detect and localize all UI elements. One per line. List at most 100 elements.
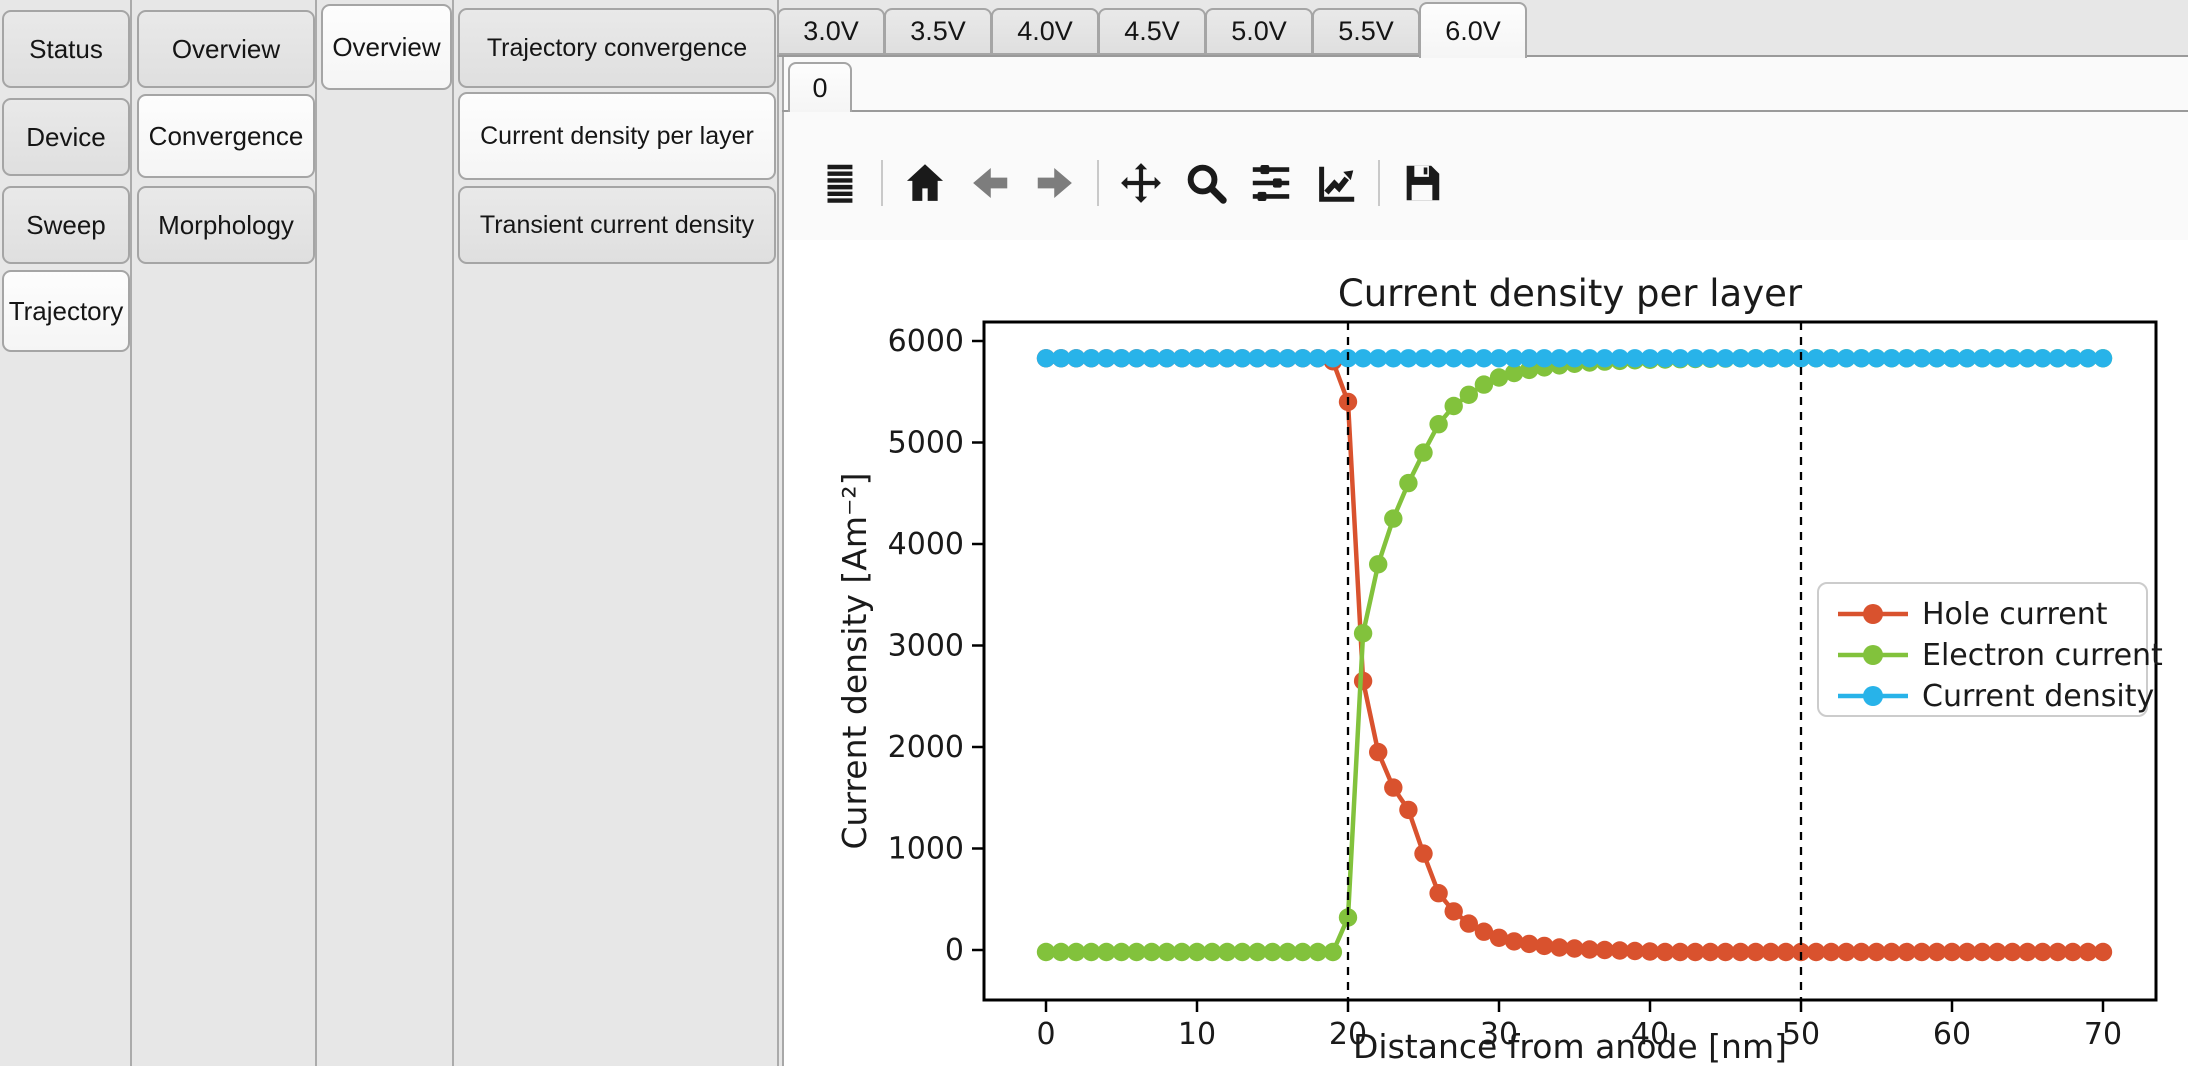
- nav-tab-device[interactable]: Device: [2, 98, 130, 176]
- toolbar-pan-button[interactable]: [1118, 160, 1164, 206]
- current-density-marker: [1837, 349, 1856, 368]
- current-density-marker: [1384, 349, 1403, 368]
- current-density-marker: [1716, 349, 1735, 368]
- zoom-icon: [1187, 164, 1227, 204]
- y-tick-label: 1000: [888, 832, 964, 867]
- hole-current-marker: [1973, 942, 1992, 962]
- voltage-tab-4-0v[interactable]: 4.0V: [991, 8, 1099, 55]
- nav-tab-trajectory[interactable]: Trajectory: [2, 270, 130, 352]
- nav-tab-sweep[interactable]: Sweep: [2, 186, 130, 264]
- hole-current-marker: [1474, 922, 1494, 941]
- current-density-marker: [1459, 349, 1478, 368]
- hole-current-marker: [1837, 942, 1856, 962]
- hole-current-marker: [1369, 742, 1388, 762]
- hole-current-marker: [2078, 942, 2098, 962]
- current-density-marker: [2063, 349, 2082, 368]
- electron-current-marker: [1353, 624, 1373, 643]
- current-density-marker: [1429, 349, 1448, 368]
- hole-current-marker: [1580, 940, 1599, 959]
- electron-current-marker: [1097, 942, 1116, 962]
- voltage-tab-6-0v[interactable]: 6.0V: [1419, 2, 1527, 58]
- current-density-marker: [1746, 349, 1765, 368]
- electron-current-marker: [1263, 942, 1282, 962]
- hole-current-marker: [1822, 942, 1841, 962]
- toolbar-save-button[interactable]: [1399, 160, 1445, 206]
- current-density-marker: [1867, 349, 1886, 368]
- hole-current-marker: [1414, 844, 1433, 863]
- toolbar-forward-button[interactable]: [1032, 160, 1078, 206]
- electron-current-marker: [1202, 942, 1222, 962]
- current-density-marker: [1927, 349, 1947, 368]
- current-density-marker: [1067, 349, 1086, 368]
- current-density-marker: [1036, 349, 1056, 368]
- nav-tab-convergence[interactable]: Convergence: [137, 94, 315, 178]
- legend-item-hole-current: Hole current: [1838, 597, 2108, 632]
- current-density-marker: [1504, 349, 1524, 368]
- hole-current-marker: [2093, 942, 2113, 962]
- hole-current-marker: [1535, 936, 1554, 956]
- voltage-tab-4-5v[interactable]: 4.5V: [1098, 8, 1206, 55]
- figure-canvas[interactable]: 0 10 20 30 40 50 60 70 0 1000 2000 3000 4000 5000 6000…: [782, 240, 2188, 1066]
- electron-current-marker: [1504, 363, 1524, 383]
- nav-tab-overview[interactable]: Overview: [321, 4, 452, 90]
- electron-current-marker: [1474, 375, 1494, 394]
- toolbar-back-button[interactable]: [967, 160, 1013, 206]
- pan-icon: [1121, 163, 1161, 203]
- current-density-marker: [1323, 349, 1343, 368]
- hole-current-marker: [2003, 942, 2022, 962]
- y-axis-label: Current density [Am⁻²]: [835, 472, 874, 849]
- voltage-tab-3-5v[interactable]: 3.5V: [884, 8, 992, 55]
- hole-current-marker: [1731, 942, 1750, 962]
- nav-tab-morphology[interactable]: Morphology: [137, 186, 315, 264]
- electron-current-marker: [1067, 942, 1086, 962]
- hole-current-marker: [2033, 942, 2052, 962]
- nav-tab-current-density-per-layer[interactable]: Current density per layer: [458, 92, 776, 180]
- x-tick-label: 0: [1036, 1017, 1055, 1052]
- nav-tab-overview[interactable]: Overview: [137, 10, 315, 88]
- hole-current-marker: [1429, 884, 1448, 903]
- index-tab-0[interactable]: 0: [788, 62, 852, 112]
- voltage-tab-5-0v[interactable]: 5.0V: [1205, 8, 1313, 55]
- electron-current-marker: [1051, 942, 1071, 962]
- current-density-marker: [1142, 349, 1161, 368]
- electron-current-marker: [1338, 908, 1358, 927]
- hole-current-marker: [1384, 778, 1403, 797]
- voltage-tab-3-0v[interactable]: 3.0V: [777, 8, 885, 55]
- toolbar-menu-button[interactable]: [816, 160, 862, 206]
- nav-tab-transient-current-density[interactable]: Transient current density: [458, 186, 776, 264]
- nav-tab-trajectory-convergence[interactable]: Trajectory convergence: [458, 8, 776, 88]
- hole-current-marker: [1399, 800, 1418, 820]
- hole-current-marker: [1610, 941, 1629, 960]
- legend-marker-swatch: [1863, 645, 1883, 665]
- current-density-marker: [1686, 349, 1705, 368]
- current-density-marker: [1369, 349, 1388, 368]
- y-tick-label: 3000: [888, 629, 964, 664]
- toolbar-home-button[interactable]: [902, 160, 948, 206]
- current-density-marker: [2048, 349, 2067, 368]
- index-tabbar-baseline: [782, 110, 2188, 112]
- current-density-marker: [1655, 349, 1675, 368]
- electron-current-marker: [1157, 942, 1176, 962]
- current-density-marker: [1897, 349, 1916, 368]
- current-density-marker: [2003, 349, 2022, 368]
- nav-tab-status[interactable]: Status: [2, 10, 130, 88]
- toolbar-customize-button[interactable]: [1313, 160, 1359, 206]
- toolbar-zoom-button[interactable]: [1183, 160, 1229, 206]
- hole-current-marker: [1988, 942, 2007, 962]
- electron-current-marker: [1142, 942, 1161, 962]
- hole-current-marker: [2018, 942, 2037, 962]
- toolbar-subplots-button[interactable]: [1248, 160, 1294, 206]
- current-density-marker: [1097, 349, 1116, 368]
- current-density-marker: [1172, 349, 1192, 368]
- hole-current-marker: [1595, 940, 1614, 960]
- electron-current-marker: [1489, 368, 1509, 387]
- electron-current-marker: [1414, 443, 1433, 462]
- current-density-marker: [2093, 349, 2113, 368]
- voltage-tab-5-5v[interactable]: 5.5V: [1312, 8, 1420, 55]
- hole-current-marker: [1686, 942, 1705, 962]
- current-density-marker: [1535, 349, 1554, 368]
- electron-current-marker: [1399, 473, 1418, 493]
- current-density-marker: [1565, 349, 1584, 368]
- electron-current-marker: [1459, 385, 1478, 404]
